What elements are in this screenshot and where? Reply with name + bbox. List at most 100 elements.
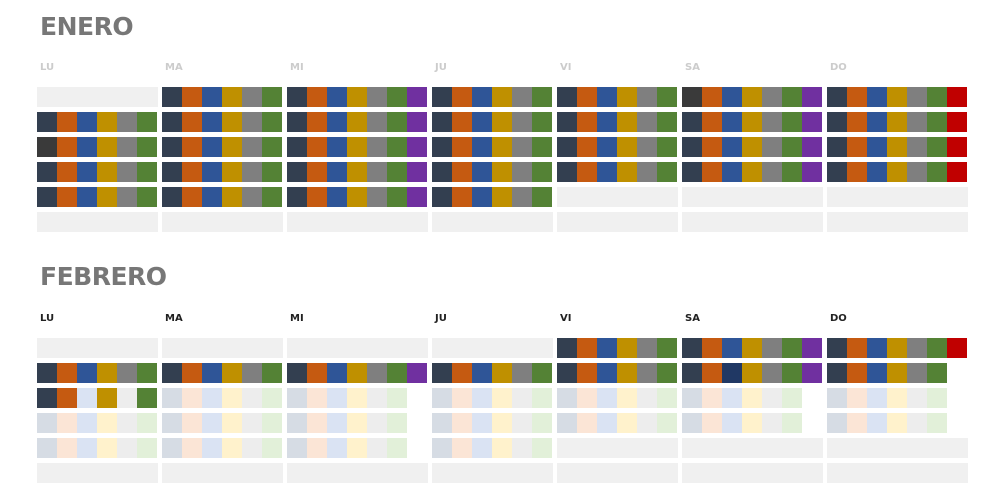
color-swatch — [682, 388, 702, 408]
color-swatch — [802, 162, 822, 182]
color-swatch — [847, 162, 867, 182]
color-swatch — [637, 388, 657, 408]
color-swatch — [827, 137, 847, 157]
color-swatch — [432, 137, 452, 157]
color-swatch — [557, 338, 577, 358]
color-swatch — [637, 112, 657, 132]
color-swatch — [702, 162, 722, 182]
color-swatch — [387, 87, 407, 107]
color-swatch — [847, 413, 867, 433]
color-swatch — [262, 87, 282, 107]
color-swatch — [202, 363, 222, 383]
color-swatch — [57, 187, 77, 207]
color-swatch — [907, 87, 927, 107]
day-header: VI — [560, 62, 572, 73]
color-swatch — [242, 413, 262, 433]
color-swatch — [387, 388, 407, 408]
day-cell — [557, 413, 677, 433]
color-swatch — [682, 363, 702, 383]
day-cell — [162, 363, 282, 383]
color-swatch — [97, 413, 117, 433]
color-swatch — [867, 363, 887, 383]
day-cell — [682, 338, 822, 358]
color-swatch — [887, 137, 907, 157]
color-swatch — [97, 162, 117, 182]
color-swatch — [597, 388, 617, 408]
color-swatch — [37, 388, 57, 408]
color-swatch — [307, 162, 327, 182]
empty-day-cell — [557, 463, 678, 483]
color-swatch — [262, 112, 282, 132]
color-swatch — [907, 363, 927, 383]
color-swatch — [327, 87, 347, 107]
color-swatch — [182, 413, 202, 433]
color-swatch — [162, 112, 182, 132]
color-swatch — [907, 137, 927, 157]
color-swatch — [182, 137, 202, 157]
color-swatch — [222, 137, 242, 157]
color-swatch — [802, 363, 822, 383]
color-swatch — [577, 363, 597, 383]
color-swatch — [597, 137, 617, 157]
color-swatch — [452, 112, 472, 132]
color-swatch — [532, 438, 552, 458]
day-cell — [432, 87, 552, 107]
color-swatch — [472, 137, 492, 157]
color-swatch — [637, 338, 657, 358]
day-cell — [432, 363, 552, 383]
day-cell — [287, 388, 407, 408]
color-swatch — [907, 388, 927, 408]
color-swatch — [347, 388, 367, 408]
color-swatch — [432, 187, 452, 207]
color-swatch — [242, 363, 262, 383]
color-swatch — [387, 187, 407, 207]
color-swatch — [742, 338, 762, 358]
color-swatch — [742, 137, 762, 157]
color-swatch — [222, 413, 242, 433]
color-swatch — [57, 137, 77, 157]
color-swatch — [307, 413, 327, 433]
color-swatch — [657, 87, 677, 107]
color-swatch — [262, 413, 282, 433]
color-swatch — [137, 112, 157, 132]
color-swatch — [432, 388, 452, 408]
color-swatch — [77, 112, 97, 132]
day-cell — [432, 413, 552, 433]
color-swatch — [762, 87, 782, 107]
day-cell — [682, 112, 822, 132]
color-swatch — [37, 162, 57, 182]
color-swatch — [597, 112, 617, 132]
color-swatch — [927, 363, 947, 383]
color-swatch — [742, 363, 762, 383]
color-swatch — [347, 87, 367, 107]
color-swatch — [597, 413, 617, 433]
color-swatch — [617, 363, 637, 383]
day-cell — [827, 162, 967, 182]
color-swatch — [702, 87, 722, 107]
color-swatch — [532, 112, 552, 132]
color-swatch — [682, 338, 702, 358]
color-swatch — [827, 363, 847, 383]
color-swatch — [702, 413, 722, 433]
color-swatch — [867, 87, 887, 107]
color-swatch — [117, 137, 137, 157]
color-swatch — [77, 438, 97, 458]
color-swatch — [722, 162, 742, 182]
color-swatch — [472, 162, 492, 182]
day-cell — [162, 438, 282, 458]
color-swatch — [637, 162, 657, 182]
color-swatch — [532, 87, 552, 107]
color-swatch — [287, 87, 307, 107]
color-swatch — [867, 388, 887, 408]
color-swatch — [37, 438, 57, 458]
color-swatch — [182, 388, 202, 408]
color-swatch — [907, 162, 927, 182]
color-swatch — [887, 162, 907, 182]
color-swatch — [637, 363, 657, 383]
color-swatch — [617, 388, 637, 408]
day-header: LU — [40, 62, 55, 73]
color-swatch — [367, 137, 387, 157]
color-swatch — [617, 112, 637, 132]
empty-day-cell — [557, 438, 678, 458]
day-header: JU — [435, 62, 447, 73]
